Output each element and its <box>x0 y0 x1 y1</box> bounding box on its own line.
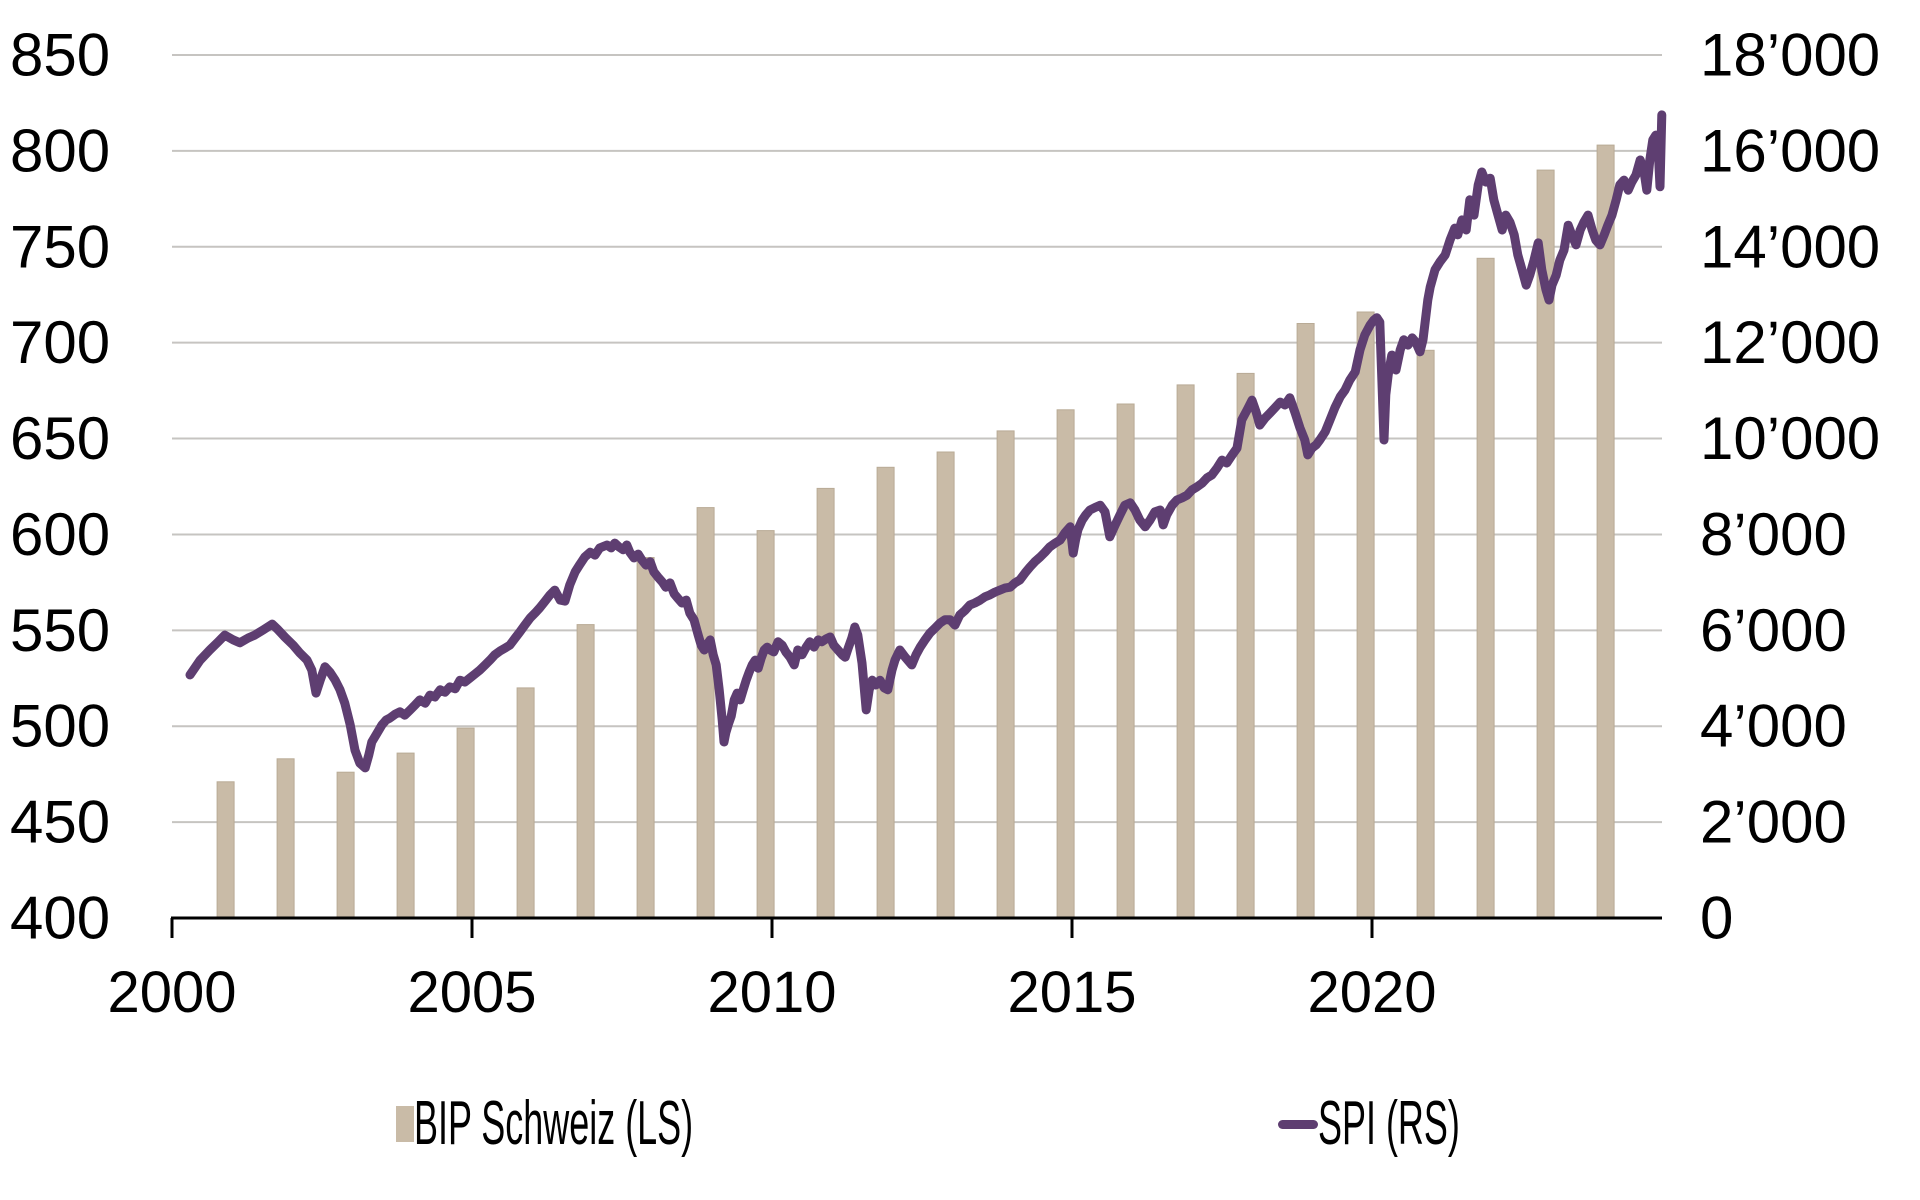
gdp-bar-2001 <box>216 781 235 919</box>
gdp-bar-2020 <box>1356 311 1375 919</box>
legend-label-spi: SPI (RS) <box>1318 1089 1460 1158</box>
gdp-bar-2017 <box>1176 384 1195 919</box>
right-axis-label: 16’000 <box>1700 117 1880 184</box>
left-axis-label: 650 <box>10 405 110 472</box>
left-axis-label: 800 <box>10 117 110 184</box>
right-axis-label: 4’000 <box>1700 693 1847 760</box>
gdp-bar-2024 <box>1596 144 1615 919</box>
legend-item-bip-schweiz: BIP Schweiz (LS) <box>396 1089 895 1158</box>
gdp-bar-2014 <box>996 430 1015 919</box>
left-axis-label: 400 <box>10 885 110 952</box>
gdp-bar-2005 <box>456 727 475 919</box>
gdp-bar-2022 <box>1476 257 1495 919</box>
gdp-bar-2015 <box>1056 409 1075 919</box>
x-axis-label: 2020 <box>1307 960 1436 1025</box>
left-axis-label: 750 <box>10 213 110 280</box>
gdp-bar-2009 <box>696 507 715 919</box>
x-axis-label: 2005 <box>407 960 536 1025</box>
gdp-bar-2008 <box>636 557 655 919</box>
right-axis-label: 6’000 <box>1700 597 1847 664</box>
right-axis-label: 12’000 <box>1700 309 1880 376</box>
spi-line <box>185 110 1667 773</box>
right-axis-label: 14’000 <box>1700 213 1880 280</box>
line-series-swatch-icon <box>1278 1119 1318 1129</box>
x-axis-label: 2015 <box>1007 960 1136 1025</box>
gdp-bar-2003 <box>336 771 355 919</box>
left-axis-label: 550 <box>10 597 110 664</box>
gdp-bar-2011 <box>816 487 835 919</box>
legend-item-spi: SPI (RS) <box>1278 1089 1563 1158</box>
right-axis-label: 10’000 <box>1700 405 1880 472</box>
gdp-bar-2006 <box>516 687 535 919</box>
left-axis-label: 600 <box>10 501 110 568</box>
gdp-bar-2021 <box>1416 349 1435 919</box>
right-axis-label: 2’000 <box>1700 789 1847 856</box>
right-axis-label: 0 <box>1700 885 1733 952</box>
gdp-bar-2010 <box>756 530 775 919</box>
left-axis-label: 500 <box>10 693 110 760</box>
gdp-bar-2004 <box>396 752 415 919</box>
gdp-bar-2016 <box>1116 403 1135 919</box>
left-axis-label: 450 <box>10 789 110 856</box>
left-axis-label: 700 <box>10 309 110 376</box>
legend-label-bip: BIP Schweiz (LS) <box>414 1089 694 1158</box>
gdp-bar-2002 <box>276 758 295 919</box>
gdp-bar-2018 <box>1236 372 1255 919</box>
x-axis-label: 2010 <box>707 960 836 1025</box>
gdp-bar-2013 <box>936 451 955 919</box>
right-axis-label: 18’000 <box>1700 22 1880 89</box>
gdp-bar-2007 <box>576 624 595 919</box>
right-axis-label: 8’000 <box>1700 501 1847 568</box>
bar-series-swatch-icon <box>396 1106 414 1142</box>
left-axis-label: 850 <box>10 22 110 89</box>
x-axis-label: 2000 <box>107 960 236 1025</box>
